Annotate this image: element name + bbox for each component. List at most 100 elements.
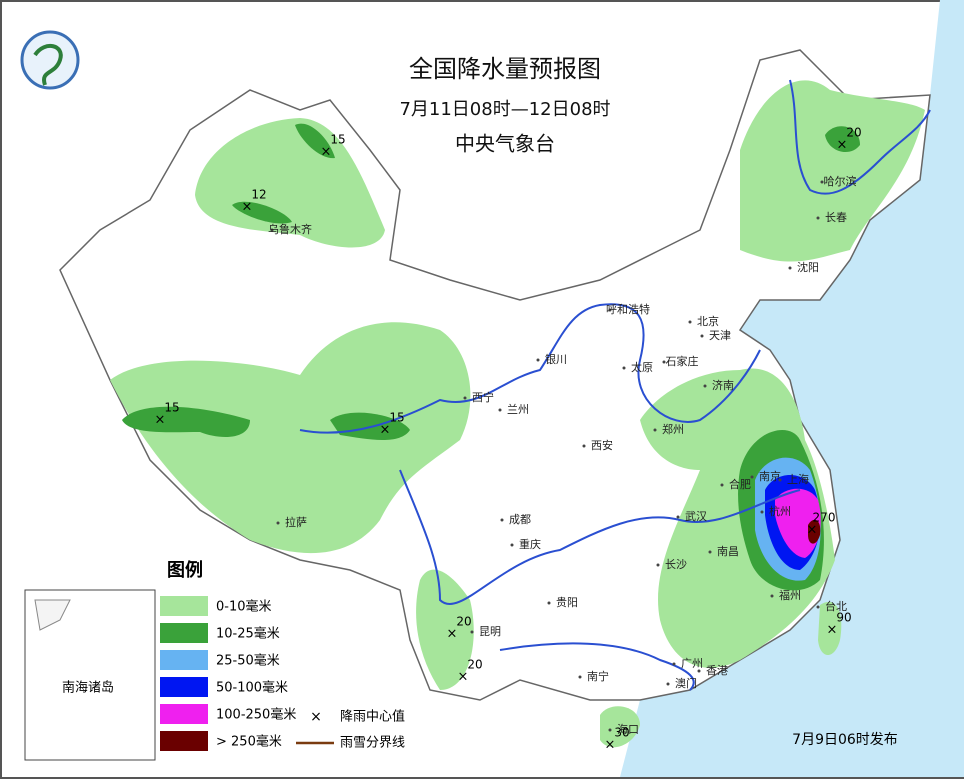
- area-extreme: [808, 519, 821, 544]
- center-value: 30: [614, 726, 629, 740]
- legend-symbol-label: 雨雪分界线: [340, 736, 405, 751]
- city-dot: [608, 728, 612, 732]
- yangtze-river: [399, 469, 801, 606]
- city-dot: [582, 444, 586, 448]
- city-label: 郑州: [662, 422, 684, 436]
- city-label: 天津: [709, 329, 731, 342]
- area-moderate: [825, 126, 860, 153]
- city-dot: [820, 180, 824, 184]
- city-label: 福州: [779, 588, 801, 602]
- city-label: 沈阳: [797, 260, 819, 274]
- city-label: 成都: [509, 513, 531, 526]
- city-label: 南京: [759, 469, 781, 483]
- city-label: 长春: [825, 211, 847, 224]
- city-label: 昆明: [479, 625, 501, 638]
- city-label: 南昌: [717, 545, 739, 558]
- legend-swatch: [160, 650, 208, 670]
- city-dot: [653, 428, 657, 432]
- city-label: 南宁: [587, 669, 609, 683]
- city-dot: [697, 669, 701, 673]
- map-period: 7月11日08时—12日08时: [399, 99, 610, 120]
- inset: 南海诸岛: [24, 589, 156, 761]
- center-cross: ×: [242, 200, 253, 215]
- city-dot: [672, 662, 676, 666]
- city-dot: [708, 550, 712, 554]
- city-dot: [510, 543, 514, 547]
- legend-label: 100-250毫米: [216, 707, 296, 723]
- legend-label: 25-50毫米: [216, 653, 280, 669]
- yellow-river: [299, 303, 761, 434]
- city-label: 哈尔滨: [824, 174, 857, 188]
- center-value: 20: [846, 126, 861, 140]
- city-dot: [778, 478, 782, 482]
- city-label: 杭州: [769, 504, 791, 518]
- city-label: 济南: [712, 378, 734, 392]
- city-label: 长沙: [665, 558, 687, 571]
- city-label: 香港: [706, 664, 728, 677]
- city-dot: [662, 360, 666, 364]
- center-cross: ×: [827, 623, 838, 638]
- center-value: 270: [813, 511, 836, 525]
- center-cross: ×: [447, 627, 458, 642]
- city-dot: [608, 308, 612, 312]
- area-moderate: [295, 123, 335, 159]
- inset-land: [34, 599, 71, 631]
- city-label: 太原: [631, 361, 653, 374]
- center-cross: ×: [807, 523, 818, 538]
- legend-label: 50-100毫米: [216, 680, 288, 696]
- center-cross: ×: [380, 423, 391, 438]
- city-dot: [676, 515, 680, 519]
- city-label: 石家庄: [666, 354, 699, 368]
- city-dot: [270, 228, 274, 232]
- sea: [620, 0, 964, 777]
- map-issuer: 中央气象台: [455, 132, 555, 156]
- center-cross: ×: [155, 413, 166, 428]
- center-value: 15: [164, 401, 179, 415]
- legend-swatch: [160, 623, 208, 643]
- city-label: 兰州: [507, 403, 529, 416]
- city-dot: [816, 605, 820, 609]
- songhua-river: [789, 79, 931, 195]
- city-label: 合肥: [729, 477, 751, 491]
- rain-areas: [110, 80, 925, 748]
- legend-symbol-label: 降雨中心值: [340, 709, 405, 725]
- logo-circle: [20, 30, 80, 90]
- map-title: 全国降水量预报图: [409, 55, 601, 83]
- area-light: [600, 706, 640, 748]
- legend-label: 0-10毫米: [216, 599, 272, 615]
- center-value: 12: [251, 188, 266, 202]
- city-label: 银川: [545, 352, 567, 366]
- city-dot: [760, 510, 764, 514]
- city-label: 广州: [681, 657, 703, 670]
- legend-label: 10-25毫米: [216, 626, 280, 642]
- city-label: 武汉: [685, 510, 707, 523]
- city-dot: [498, 408, 502, 412]
- logo-mark: [33, 44, 63, 86]
- center-cross: ×: [605, 738, 616, 753]
- center-value: 90: [836, 611, 851, 625]
- city-dot: [703, 384, 707, 388]
- legend-cross: ×: [310, 709, 322, 725]
- legend-label: > 250毫米: [216, 734, 282, 750]
- center-value: 20: [467, 658, 482, 672]
- area-light: [740, 80, 925, 262]
- city-dot: [470, 630, 474, 634]
- center-cross: ×: [321, 145, 332, 160]
- center-value: 15: [389, 411, 404, 425]
- area-light: [110, 322, 471, 554]
- legend-swatch: [160, 704, 208, 724]
- pearl-river: [499, 642, 695, 691]
- center-cross: ×: [458, 670, 469, 685]
- city-label: 台北: [825, 599, 847, 613]
- center-cross: ×: [837, 138, 848, 153]
- city-dot: [656, 563, 660, 567]
- legend-swatch: [160, 596, 208, 616]
- city-dot: [547, 601, 551, 605]
- city-label: 贵阳: [556, 596, 578, 609]
- city-label: 乌鲁木齐: [268, 222, 312, 236]
- city-label: 拉萨: [285, 515, 307, 529]
- city-dot: [276, 521, 280, 525]
- city-dot: [666, 682, 670, 686]
- city-dot: [770, 594, 774, 598]
- area-moderate: [122, 406, 250, 437]
